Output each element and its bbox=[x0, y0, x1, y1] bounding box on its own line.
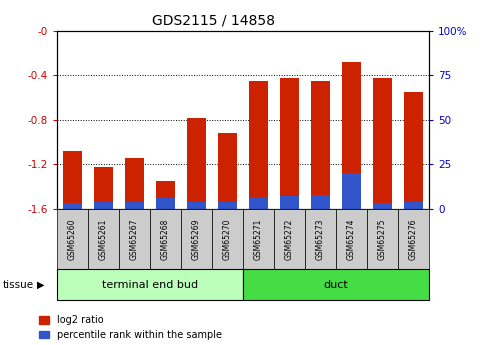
Text: GSM65261: GSM65261 bbox=[99, 218, 108, 259]
Bar bbox=[404, 201, 423, 209]
Bar bbox=[94, 201, 112, 209]
Bar bbox=[125, 158, 143, 209]
Bar bbox=[342, 173, 361, 209]
Bar bbox=[249, 198, 268, 209]
Bar bbox=[187, 118, 206, 209]
Bar bbox=[311, 195, 330, 209]
Bar bbox=[342, 62, 361, 209]
Text: GSM65268: GSM65268 bbox=[161, 218, 170, 259]
Bar bbox=[218, 133, 237, 209]
Text: GSM65273: GSM65273 bbox=[316, 218, 325, 260]
Text: GSM65270: GSM65270 bbox=[223, 218, 232, 260]
FancyBboxPatch shape bbox=[212, 209, 243, 269]
FancyBboxPatch shape bbox=[398, 209, 429, 269]
Text: GSM65269: GSM65269 bbox=[192, 218, 201, 260]
Bar bbox=[156, 181, 175, 209]
Bar bbox=[125, 201, 143, 209]
Text: duct: duct bbox=[323, 280, 348, 289]
Text: GSM65260: GSM65260 bbox=[68, 218, 77, 260]
FancyBboxPatch shape bbox=[243, 269, 429, 300]
Bar bbox=[280, 78, 299, 209]
Text: GSM65267: GSM65267 bbox=[130, 218, 139, 260]
Bar bbox=[94, 167, 112, 209]
Bar bbox=[373, 204, 391, 209]
Text: GSM65272: GSM65272 bbox=[285, 218, 294, 259]
FancyBboxPatch shape bbox=[243, 209, 274, 269]
Bar bbox=[63, 151, 81, 209]
Text: GSM65275: GSM65275 bbox=[378, 218, 387, 260]
FancyBboxPatch shape bbox=[181, 209, 212, 269]
FancyBboxPatch shape bbox=[274, 209, 305, 269]
Bar bbox=[249, 81, 268, 209]
Bar bbox=[187, 201, 206, 209]
Text: terminal end bud: terminal end bud bbox=[102, 280, 198, 289]
Bar bbox=[63, 204, 81, 209]
FancyBboxPatch shape bbox=[367, 209, 398, 269]
Bar bbox=[373, 78, 391, 209]
Text: GSM65276: GSM65276 bbox=[409, 218, 418, 260]
Text: ▶: ▶ bbox=[36, 280, 44, 289]
Bar bbox=[311, 81, 330, 209]
FancyBboxPatch shape bbox=[57, 209, 88, 269]
Bar bbox=[218, 201, 237, 209]
Text: GSM65271: GSM65271 bbox=[254, 218, 263, 259]
Legend: log2 ratio, percentile rank within the sample: log2 ratio, percentile rank within the s… bbox=[39, 315, 222, 340]
FancyBboxPatch shape bbox=[57, 269, 243, 300]
FancyBboxPatch shape bbox=[150, 209, 181, 269]
Text: tissue: tissue bbox=[2, 280, 34, 289]
Bar bbox=[280, 196, 299, 209]
FancyBboxPatch shape bbox=[336, 209, 367, 269]
Text: GDS2115 / 14858: GDS2115 / 14858 bbox=[151, 14, 275, 28]
FancyBboxPatch shape bbox=[119, 209, 150, 269]
Text: GSM65274: GSM65274 bbox=[347, 218, 356, 260]
Bar bbox=[156, 198, 175, 209]
FancyBboxPatch shape bbox=[305, 209, 336, 269]
Bar bbox=[404, 92, 423, 209]
FancyBboxPatch shape bbox=[88, 209, 119, 269]
